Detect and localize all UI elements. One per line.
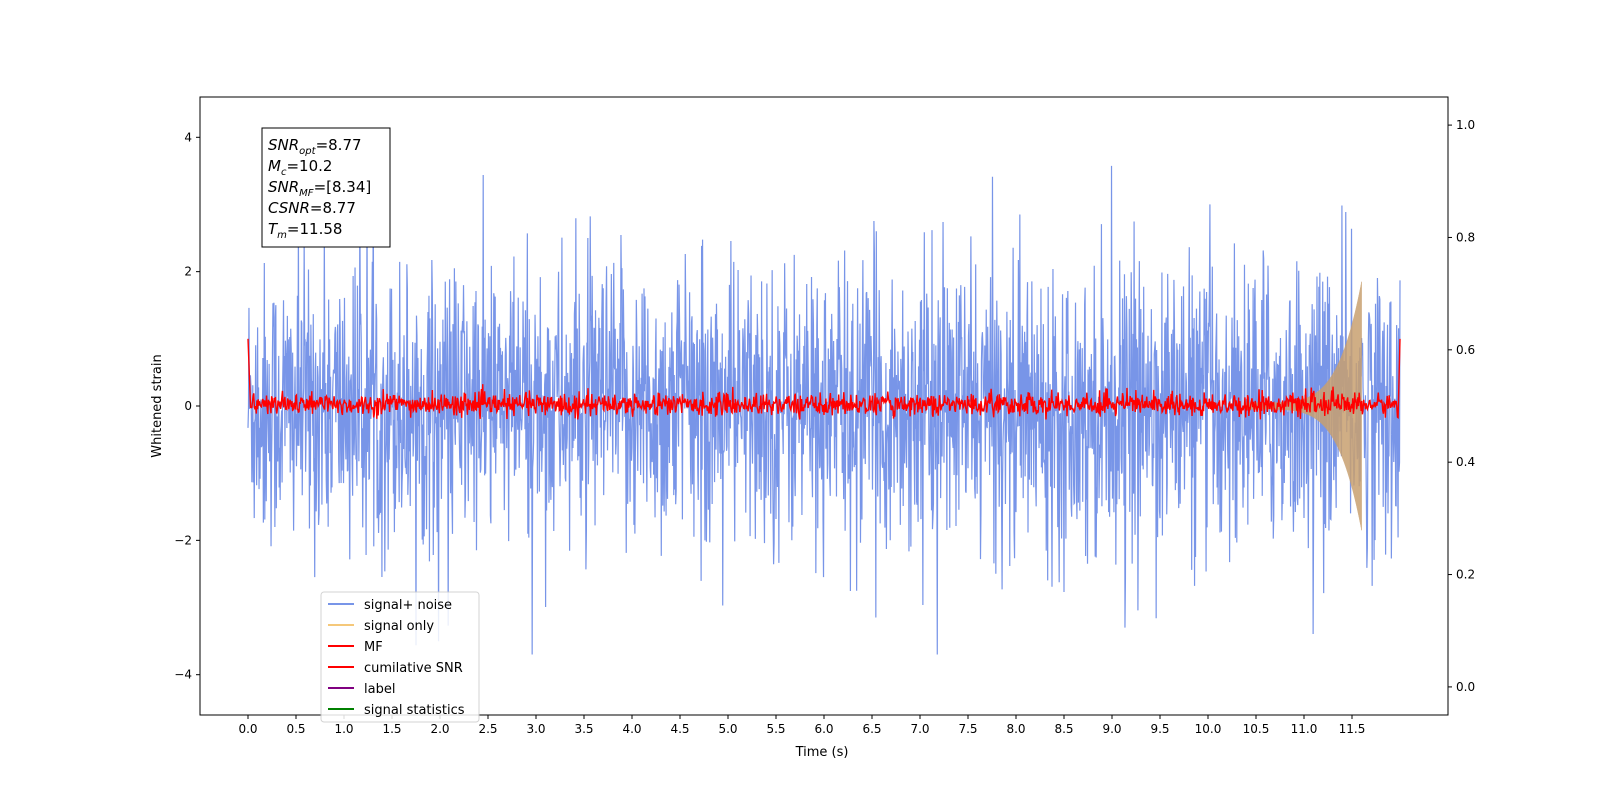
legend-label: label [364, 682, 395, 697]
y-axis-right: 1.0 0.8 0.6 0.4 0.2 0.0 [1448, 118, 1475, 694]
y-left-tick-label: 2 [184, 265, 192, 279]
x-tick-label: 3.0 [526, 722, 545, 736]
x-tick-label: 10.0 [1195, 722, 1222, 736]
x-tick-label: 10.5 [1243, 722, 1270, 736]
x-tick-label: 8.5 [1054, 722, 1073, 736]
y-axis-left: 4 2 0 −2 −4 [174, 130, 200, 682]
stats-line: CSNR=8.77 [268, 199, 356, 217]
x-tick-label: 3.5 [574, 722, 593, 736]
x-tick-label: 6.5 [862, 722, 881, 736]
y-right-tick-label: 0.8 [1456, 230, 1475, 244]
series-mf [247, 338, 1401, 420]
series-layer [247, 137, 1401, 655]
series-signal-plus-noise [247, 137, 1401, 655]
y-axis-title: Whitened strain [150, 354, 165, 457]
x-tick-label: 2.5 [478, 722, 497, 736]
y-left-tick-label: −4 [174, 668, 192, 682]
y-right-tick-label: 0.2 [1456, 568, 1475, 582]
x-tick-label: 4.5 [670, 722, 689, 736]
legend-label: signal+ noise [364, 598, 452, 613]
legend-frame [320, 591, 480, 723]
stats-box-frame [261, 127, 391, 248]
x-tick-label: 5.0 [718, 722, 737, 736]
x-tick-label: 8.0 [1006, 722, 1025, 736]
x-axis: 0.0 0.5 1.0 1.5 2.0 2.5 3.0 3.5 4.0 4.5 5.0 5.5 6.0 6… [238, 715, 1365, 736]
y-left-tick-label: 0 [184, 399, 192, 413]
x-tick-label: 0.0 [238, 722, 257, 736]
x-tick-label: 7.0 [910, 722, 929, 736]
stats-line: SNRopt=8.77 [268, 136, 362, 157]
legend: signal+ noise signal only MF cumilative SNR… [320, 591, 480, 723]
x-tick-label: 11.5 [1339, 722, 1366, 736]
y-right-tick-label: 0.6 [1456, 343, 1475, 357]
legend-label: signal statistics [364, 703, 465, 718]
stats-line: Mc=10.2 [268, 157, 332, 178]
x-tick-label: 5.5 [766, 722, 785, 736]
y-left-tick-label: −2 [174, 533, 192, 547]
y-left-tick-label: 4 [184, 130, 192, 144]
legend-label: MF [364, 640, 383, 655]
x-tick-label: 11.0 [1291, 722, 1318, 736]
x-axis-title: Time (s) [795, 745, 849, 760]
stats-line: Tm=11.58 [268, 220, 342, 241]
x-tick-label: 2.0 [430, 722, 449, 736]
x-tick-label: 0.5 [286, 722, 305, 736]
legend-label: signal only [364, 619, 434, 634]
x-tick-label: 9.0 [1102, 722, 1121, 736]
x-tick-label: 1.0 [334, 722, 353, 736]
y-right-tick-label: 0.0 [1456, 680, 1475, 694]
x-tick-label: 1.5 [382, 722, 401, 736]
y-right-tick-label: 1.0 [1456, 118, 1475, 132]
x-tick-label: 9.5 [1150, 722, 1169, 736]
x-tick-label: 6.0 [814, 722, 833, 736]
x-tick-label: 4.0 [622, 722, 641, 736]
y-right-tick-label: 0.4 [1456, 455, 1475, 469]
stats-line: SNRMF=[8.34] [268, 178, 371, 199]
x-tick-label: 7.5 [958, 722, 977, 736]
legend-label: cumilative SNR [364, 661, 463, 676]
